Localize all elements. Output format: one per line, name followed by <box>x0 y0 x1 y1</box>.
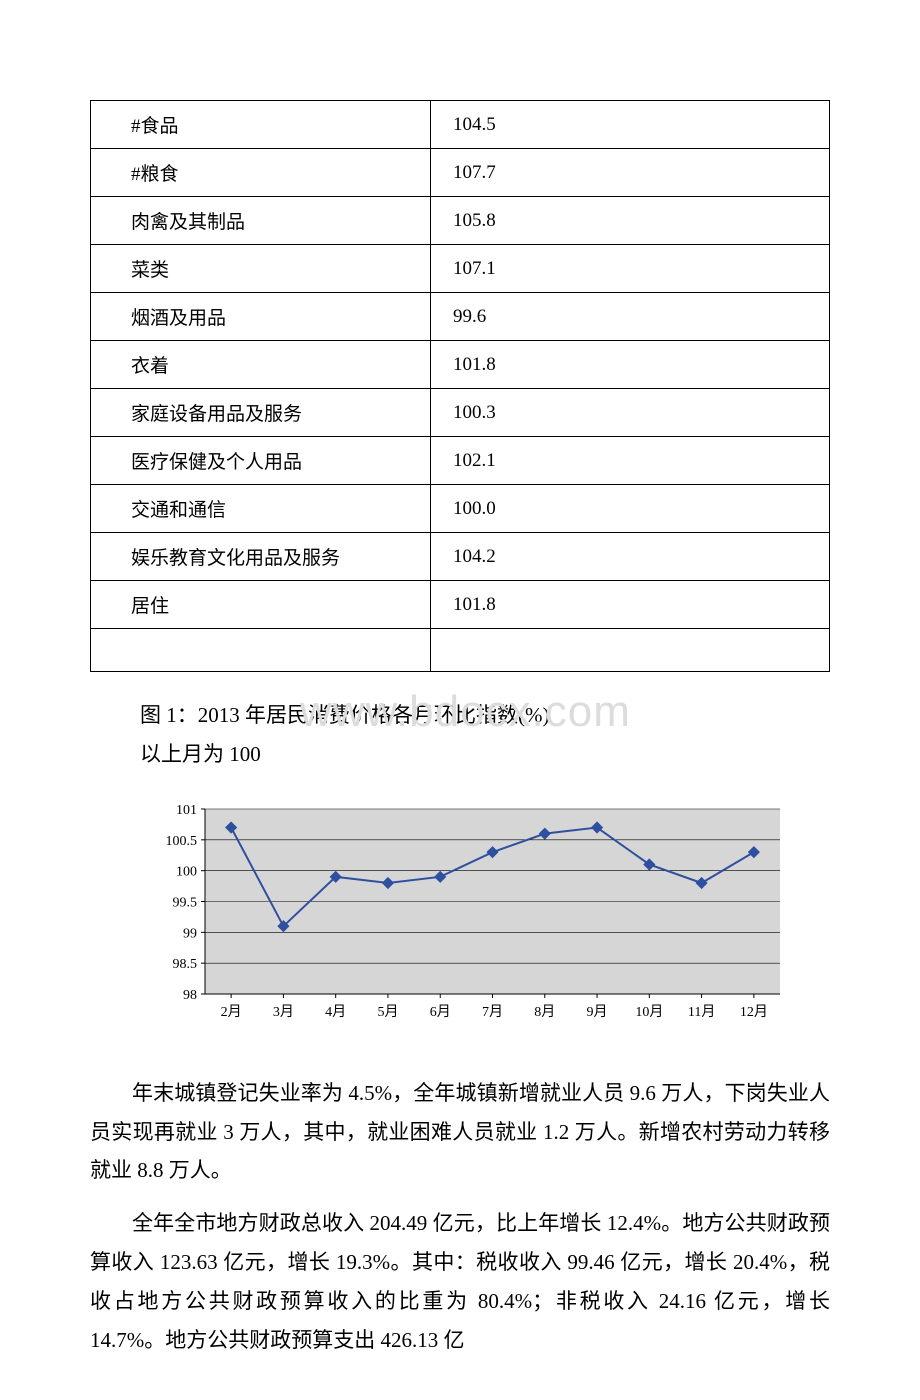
svg-text:6月: 6月 <box>430 1004 451 1020</box>
svg-text:2月: 2月 <box>221 1004 242 1020</box>
table-row: 烟酒及用品99.6 <box>91 293 830 341</box>
table-row: 菜类107.1 <box>91 245 830 293</box>
row-value: 104.5 <box>430 101 829 149</box>
row-value: 101.8 <box>430 341 829 389</box>
table-row: 衣着101.8 <box>91 341 830 389</box>
row-label: 菜类 <box>91 245 431 293</box>
table-row: 肉禽及其制品105.8 <box>91 197 830 245</box>
table-row: 医疗保健及个人用品102.1 <box>91 437 830 485</box>
row-label: 医疗保健及个人用品 <box>91 437 431 485</box>
table-row: 居住101.8 <box>91 581 830 629</box>
row-value: 99.6 <box>430 293 829 341</box>
row-label: 家庭设备用品及服务 <box>91 389 431 437</box>
line-chart-svg: 98 98.5 99 99.5 100 100.5 101 2月 3月 4月 5月 6月 7月 8月 9月 1… <box>140 794 790 1039</box>
row-value: 101.8 <box>430 581 829 629</box>
row-label: 衣着 <box>91 341 431 389</box>
price-index-table: #食品104.5#粮食107.7肉禽及其制品105.8菜类107.1烟酒及用品9… <box>90 100 830 672</box>
svg-text:11月: 11月 <box>688 1004 715 1020</box>
row-value: 107.7 <box>430 149 829 197</box>
table-row: 家庭设备用品及服务100.3 <box>91 389 830 437</box>
svg-text:12月: 12月 <box>740 1004 768 1020</box>
row-label: 肉禽及其制品 <box>91 197 431 245</box>
svg-text:99.5: 99.5 <box>173 895 198 910</box>
svg-text:4月: 4月 <box>325 1004 346 1020</box>
cpi-monthly-chart: 98 98.5 99 99.5 100 100.5 101 2月 3月 4月 5月 6月 7月 8月 9月 1… <box>90 794 830 1044</box>
row-label: #粮食 <box>91 149 431 197</box>
svg-text:98.5: 98.5 <box>173 957 198 972</box>
svg-text:98: 98 <box>183 988 197 1003</box>
table-row: 娱乐教育文化用品及服务104.2 <box>91 533 830 581</box>
row-label: 交通和通信 <box>91 485 431 533</box>
employment-paragraph: 年末城镇登记失业率为 4.5%，全年城镇新增就业人员 9.6 万人，下岗失业人员… <box>90 1074 830 1191</box>
fiscal-revenue-paragraph: 全年全市地方财政总收入 204.49 亿元，比上年增长 12.4%。地方公共财政… <box>90 1204 830 1359</box>
table-row: 交通和通信100.0 <box>91 485 830 533</box>
table-row-empty <box>91 629 830 672</box>
svg-text:5月: 5月 <box>377 1004 398 1020</box>
svg-text:3月: 3月 <box>273 1004 294 1020</box>
table-row: #粮食107.7 <box>91 149 830 197</box>
row-label: #食品 <box>91 101 431 149</box>
row-label: 居住 <box>91 581 431 629</box>
row-value: 107.1 <box>430 245 829 293</box>
svg-text:100.5: 100.5 <box>166 834 198 849</box>
row-label: 娱乐教育文化用品及服务 <box>91 533 431 581</box>
svg-text:7月: 7月 <box>482 1004 503 1020</box>
svg-text:10月: 10月 <box>635 1004 663 1020</box>
row-value: 104.2 <box>430 533 829 581</box>
row-value: 102.1 <box>430 437 829 485</box>
table-row: #食品104.5 <box>91 101 830 149</box>
row-value: 100.3 <box>430 389 829 437</box>
row-value: 105.8 <box>430 197 829 245</box>
row-value: 100.0 <box>430 485 829 533</box>
svg-text:8月: 8月 <box>534 1004 555 1020</box>
svg-text:99: 99 <box>183 926 197 941</box>
svg-text:100: 100 <box>176 864 197 879</box>
row-label: 烟酒及用品 <box>91 293 431 341</box>
svg-text:101: 101 <box>176 803 197 818</box>
svg-text:9月: 9月 <box>587 1004 608 1020</box>
figure-caption: 图 1：2013 年居民消费价格各月环比指数(%) <box>90 696 830 735</box>
figure-subcaption: 以上月为 100 <box>90 735 830 774</box>
